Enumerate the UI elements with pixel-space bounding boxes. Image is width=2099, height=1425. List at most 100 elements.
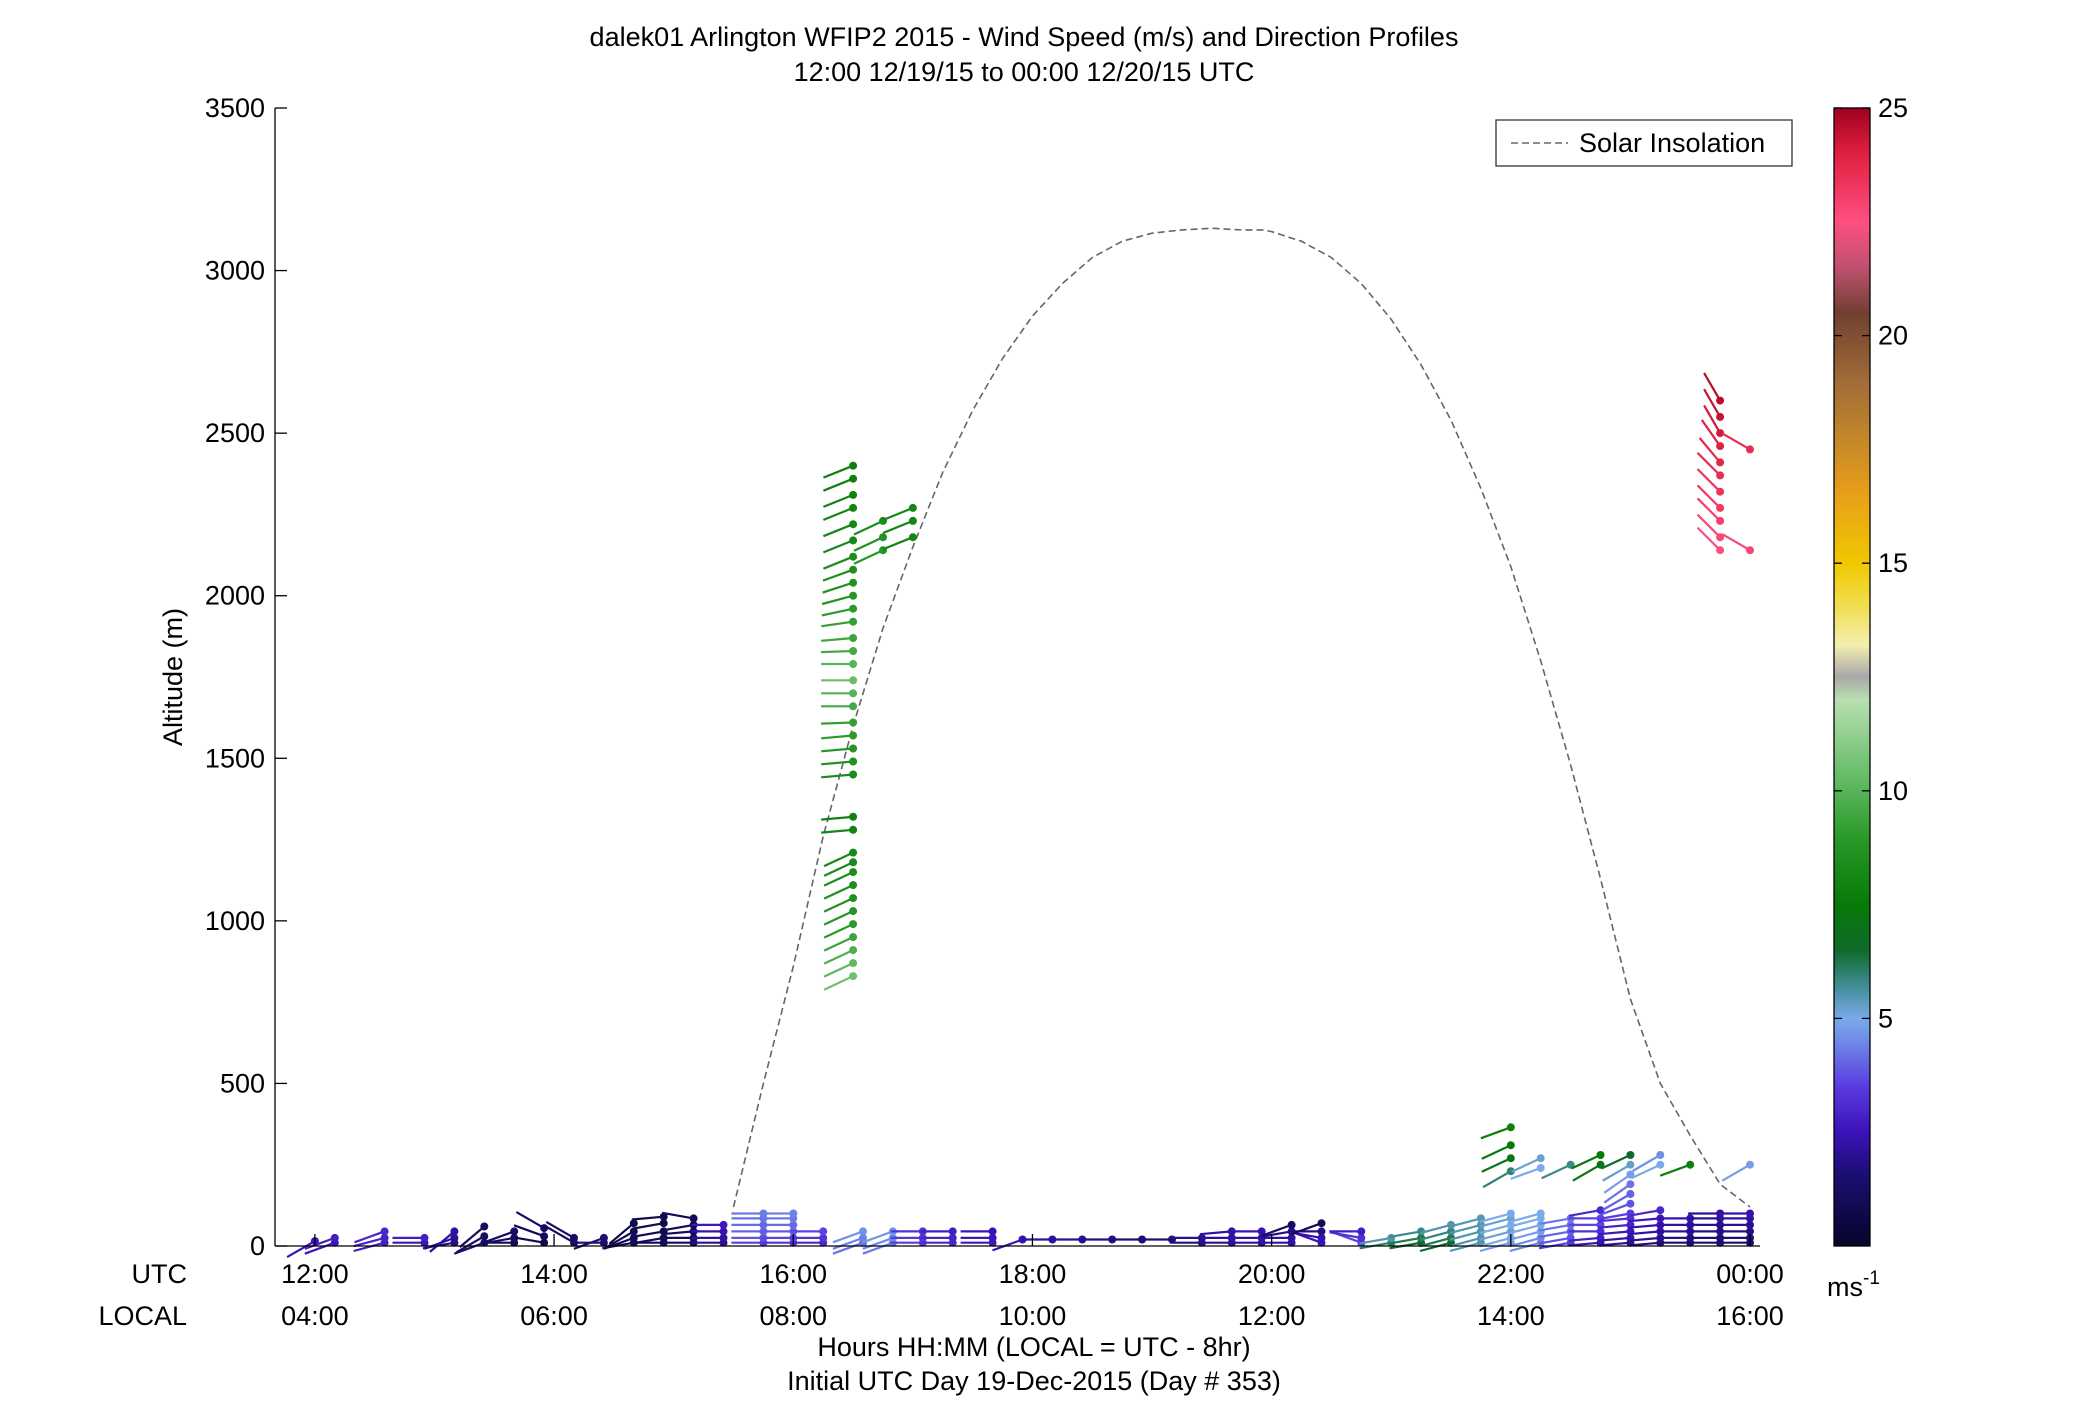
wind-barb	[1568, 1241, 1601, 1247]
wind-barb-dot	[849, 858, 858, 867]
wind-barb-dot	[849, 461, 858, 470]
wind-barb-dot	[908, 516, 917, 525]
colorbar-ticks: 5 10 15 20 25	[1834, 93, 1908, 1033]
wind-barb	[1481, 1144, 1512, 1160]
wind-barb	[1598, 1230, 1631, 1236]
wind-barb	[661, 1230, 694, 1236]
wind-barb	[1628, 1236, 1661, 1242]
wind-barb	[862, 1236, 894, 1250]
wind-barb	[832, 1230, 864, 1244]
wind-barb-dot	[1566, 1160, 1575, 1169]
wind-barb-dot	[849, 503, 858, 512]
wind-barb-dot	[1716, 412, 1725, 421]
wind-barb	[823, 871, 854, 887]
wind-barb	[1359, 1236, 1392, 1245]
wind-barb	[661, 1211, 694, 1220]
x-tick-label-local: 04:00	[281, 1301, 349, 1331]
wind-barb-dot	[879, 533, 887, 542]
x-tick-label-utc: 00:00	[1716, 1259, 1784, 1289]
colorbar-tick-label: 25	[1878, 93, 1908, 123]
wind-barb	[1261, 1223, 1292, 1237]
wind-barb-dot	[689, 1214, 698, 1223]
wind-barb-dot	[849, 825, 858, 834]
wind-barb-dot	[1716, 442, 1725, 451]
wind-barb-dot	[849, 744, 858, 753]
x-tick-label-utc: 16:00	[759, 1259, 827, 1289]
wind-barb	[853, 519, 884, 536]
y-tick-label: 3000	[205, 256, 265, 286]
wind-barb	[821, 607, 854, 617]
wind-barb	[1696, 484, 1721, 509]
wind-barb-dot	[849, 676, 858, 685]
wind-barb	[1598, 1241, 1631, 1247]
wind-barb	[1598, 1212, 1631, 1221]
wind-barb	[882, 519, 914, 534]
wind-barb	[515, 1211, 545, 1230]
wind-barb-dot	[849, 757, 858, 766]
wind-barb	[1538, 1230, 1571, 1238]
wind-barb	[821, 828, 854, 834]
wind-barb-dot	[908, 533, 917, 542]
wind-barb	[632, 1230, 664, 1238]
wind-barb	[1541, 1163, 1572, 1180]
wind-barb	[1449, 1236, 1482, 1248]
wind-barb	[1703, 372, 1722, 402]
wind-barb	[823, 897, 854, 913]
wind-barb	[1511, 1157, 1542, 1173]
wind-barb	[1538, 1236, 1571, 1245]
wind-barb-dot	[849, 920, 858, 929]
wind-barb	[1509, 1236, 1541, 1248]
colorbar-tick-label: 15	[1878, 548, 1908, 578]
x-axis-label-2: Initial UTC Day 19-Dec-2015 (Day # 353)	[787, 1366, 1281, 1396]
wind-barb-dot	[719, 1220, 728, 1229]
wind-barb-dot	[629, 1227, 638, 1236]
wind-barb-dot	[1716, 487, 1725, 496]
wind-barb	[992, 1238, 1023, 1252]
wind-barb	[1598, 1223, 1631, 1229]
wind-barb	[823, 949, 854, 965]
wind-barb-dot	[988, 1227, 997, 1236]
wind-barb-dot	[789, 1220, 798, 1229]
wind-barb-dot	[1626, 1160, 1635, 1169]
wind-barb	[1329, 1231, 1362, 1239]
wind-barb-dot	[659, 1212, 668, 1221]
wind-barb	[862, 1241, 894, 1255]
wind-barb	[823, 861, 854, 877]
wind-barb	[1259, 1230, 1292, 1238]
wind-barb	[1602, 1163, 1631, 1182]
wind-barb	[821, 649, 854, 654]
wind-barb-dot	[599, 1233, 608, 1242]
wind-barb-layer	[286, 372, 1754, 1259]
wind-barb-dot	[849, 933, 858, 942]
wind-barb-dot	[1287, 1220, 1296, 1229]
wind-barb-dot	[629, 1219, 638, 1228]
wind-barb	[832, 1236, 864, 1250]
y-tick-label: 1000	[205, 906, 265, 936]
wind-barb-dot	[1596, 1151, 1605, 1159]
wind-barb	[483, 1230, 515, 1244]
wind-barb	[1628, 1209, 1661, 1217]
colorbar-unit-base: ms	[1827, 1272, 1863, 1302]
wind-barb-dot	[1596, 1160, 1605, 1169]
wind-barb	[632, 1236, 664, 1245]
wind-barb-dot	[480, 1222, 489, 1231]
wind-barb	[1389, 1236, 1422, 1245]
wind-barb-dot	[1626, 1190, 1635, 1198]
wind-barb	[1721, 533, 1751, 552]
x-tick-label-utc: 14:00	[520, 1259, 588, 1289]
wind-barb	[1479, 1223, 1512, 1235]
wind-barb-dot	[659, 1219, 668, 1228]
wind-barb-dot	[1357, 1227, 1366, 1236]
wind-barb	[853, 549, 884, 565]
wind-barb-dot	[1746, 1209, 1754, 1218]
wind-barb	[1628, 1241, 1661, 1247]
wind-barb	[545, 1225, 575, 1244]
wind-barb-dot	[1746, 1227, 1754, 1236]
y-tick-label: 1500	[205, 743, 265, 773]
wind-barb-dot	[1287, 1233, 1296, 1242]
wind-barb	[821, 734, 854, 740]
wind-barb-dot	[1506, 1154, 1515, 1163]
wind-barb-dot	[540, 1224, 549, 1233]
wind-barb-dot	[1716, 503, 1725, 512]
wind-barb-dot	[450, 1233, 459, 1242]
